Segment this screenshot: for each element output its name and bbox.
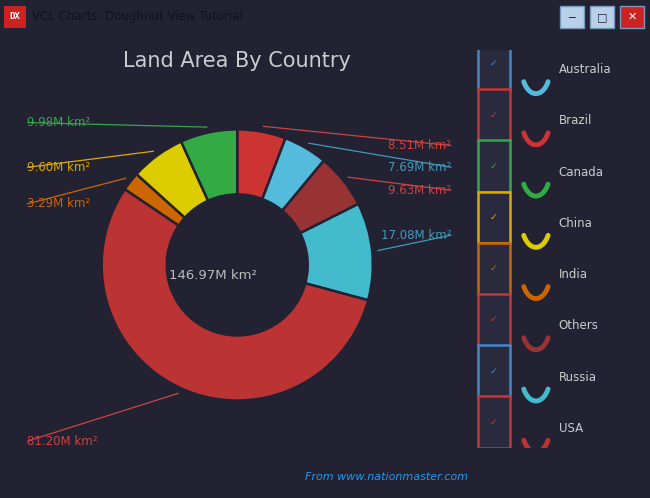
Text: China: China [559,217,593,230]
Text: Brazil: Brazil [559,115,592,127]
Wedge shape [181,129,237,201]
Text: ✓: ✓ [490,418,497,427]
Text: 7.69M km²: 7.69M km² [388,161,452,174]
FancyBboxPatch shape [590,6,614,28]
Text: 9.63M km²: 9.63M km² [388,184,452,197]
Text: Russia: Russia [559,371,597,383]
Text: Others: Others [559,319,599,332]
FancyBboxPatch shape [478,396,510,448]
FancyBboxPatch shape [478,294,510,346]
Text: ✓: ✓ [490,315,497,324]
FancyBboxPatch shape [478,192,510,244]
FancyBboxPatch shape [478,345,510,397]
FancyBboxPatch shape [560,6,584,28]
FancyBboxPatch shape [4,6,26,28]
FancyBboxPatch shape [478,89,510,141]
Text: DX: DX [10,12,20,21]
Text: 8.51M km²: 8.51M km² [389,139,452,152]
Text: ✕: ✕ [627,12,637,22]
Text: Australia: Australia [559,63,612,76]
Wedge shape [282,160,358,233]
Text: ✓: ✓ [490,162,497,171]
Wedge shape [237,129,285,199]
Text: 9.98M km²: 9.98M km² [27,116,90,129]
FancyBboxPatch shape [620,6,644,28]
FancyBboxPatch shape [478,38,510,90]
Text: ─: ─ [569,12,575,22]
Text: ✓: ✓ [490,59,497,68]
Text: 9.60M km²: 9.60M km² [27,161,90,174]
Text: India: India [559,268,588,281]
Text: 3.29M km²: 3.29M km² [27,197,90,211]
Text: From www.nationmaster.com: From www.nationmaster.com [305,472,468,482]
Text: □: □ [597,12,607,22]
Wedge shape [300,204,373,300]
Text: 146.97M km²: 146.97M km² [169,269,257,282]
Wedge shape [125,174,185,226]
Text: ✓: ✓ [490,264,497,273]
Wedge shape [101,189,368,400]
Wedge shape [136,141,208,218]
Text: USA: USA [559,422,583,435]
Text: ✓: ✓ [490,213,497,222]
Text: Canada: Canada [559,166,604,179]
FancyBboxPatch shape [478,140,510,192]
Text: VCL Charts: Doughnut View Tutorial: VCL Charts: Doughnut View Tutorial [32,10,243,23]
FancyBboxPatch shape [478,243,510,294]
Text: 17.08M km²: 17.08M km² [381,229,452,242]
Text: ✓: ✓ [490,367,497,375]
Text: 81.20M km²: 81.20M km² [27,435,97,448]
Text: ✓: ✓ [490,111,497,120]
Text: Land Area By Country: Land Area By Country [124,51,351,71]
Wedge shape [263,138,324,211]
